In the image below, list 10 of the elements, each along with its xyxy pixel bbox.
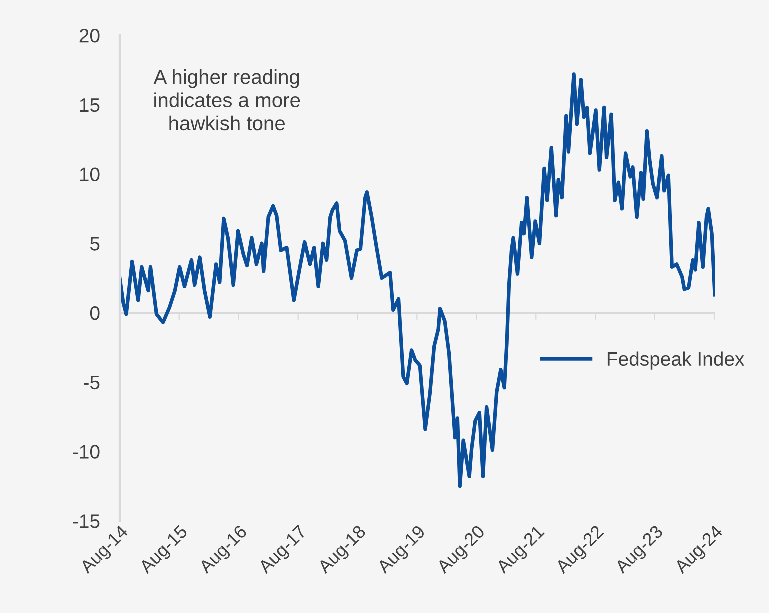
- legend-label: Fedspeak Index: [608, 352, 745, 370]
- y-tick-label: 20: [80, 29, 100, 43]
- y-tick-label: -15: [73, 514, 100, 528]
- y-tick-label: -5: [84, 376, 100, 390]
- y-tick-label: 5: [90, 237, 100, 251]
- annotation: A higher reading indicates a more hawkish tone: [154, 70, 300, 131]
- y-tick-label: 0: [90, 306, 100, 320]
- y-tick-label: 10: [80, 168, 100, 182]
- y-tick-label: 15: [80, 98, 100, 112]
- y-tick-label: -10: [73, 445, 100, 459]
